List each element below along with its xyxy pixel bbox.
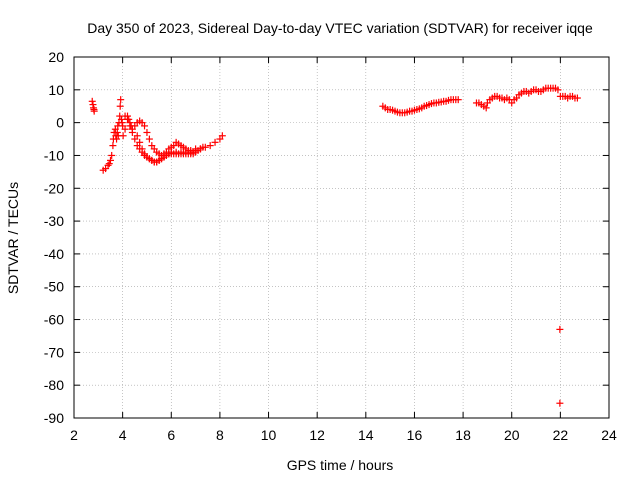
x-tick-label: 16 <box>407 427 423 443</box>
data-point <box>117 115 125 123</box>
x-axis-label: GPS time / hours <box>287 457 394 473</box>
data-point <box>187 147 195 155</box>
data-point <box>201 143 209 151</box>
y-tick-label: -90 <box>44 410 64 426</box>
data-point <box>554 86 562 94</box>
data-point <box>88 97 96 105</box>
x-tick-label: 24 <box>601 427 617 443</box>
data-point <box>182 148 190 156</box>
x-tick-label: 10 <box>261 427 277 443</box>
data-series <box>88 84 581 407</box>
x-tick-label: 20 <box>504 427 520 443</box>
chart-title: Day 350 of 2023, Sidereal Day-to-day VTE… <box>87 20 593 36</box>
grid <box>74 57 609 418</box>
y-tick-label: -80 <box>44 377 64 393</box>
y-tick-label: 0 <box>56 115 64 131</box>
y-tick-label: 10 <box>48 82 64 98</box>
y-tick-label: 20 <box>48 49 64 65</box>
x-tick-label: 14 <box>358 427 374 443</box>
y-tick-label: -20 <box>44 180 64 196</box>
data-point <box>119 132 127 140</box>
y-tick-label: -70 <box>44 344 64 360</box>
data-point <box>218 132 226 140</box>
data-point <box>143 128 151 136</box>
data-point <box>117 96 125 104</box>
data-point <box>90 107 98 115</box>
axis-ticks: 2 4 6 8 10 12 14 16 18 20 22 2420100-10-20-30-40-50… <box>44 49 617 443</box>
data-point <box>211 138 219 146</box>
data-point <box>196 145 204 153</box>
x-tick-label: 18 <box>455 427 471 443</box>
data-point <box>105 160 113 168</box>
data-point <box>121 125 129 133</box>
x-tick-label: 4 <box>119 427 127 443</box>
data-point <box>573 94 581 102</box>
data-point <box>454 96 462 104</box>
y-tick-label: -40 <box>44 246 64 262</box>
y-axis-label: SDTVAR / TECUs <box>5 182 21 294</box>
x-tick-label: 22 <box>553 427 569 443</box>
data-point <box>482 104 490 112</box>
data-point <box>126 122 134 130</box>
x-tick-label: 2 <box>70 427 78 443</box>
data-point <box>113 128 121 136</box>
y-tick-label: -60 <box>44 312 64 328</box>
data-point <box>106 156 114 164</box>
x-tick-label: 12 <box>309 427 325 443</box>
data-point <box>131 135 139 143</box>
data-point <box>109 142 117 150</box>
data-point <box>145 135 153 143</box>
x-tick-label: 8 <box>216 427 224 443</box>
data-point <box>116 102 124 110</box>
x-tick-label: 6 <box>167 427 175 443</box>
data-point <box>124 115 131 123</box>
y-tick-label: -50 <box>44 279 64 295</box>
data-point <box>206 142 214 150</box>
data-point <box>128 128 136 136</box>
plot-frame <box>73 56 610 419</box>
data-point <box>556 325 564 333</box>
data-point <box>104 161 112 169</box>
data-point <box>141 122 149 130</box>
y-tick-label: -30 <box>44 213 64 229</box>
y-tick-label: -10 <box>44 147 64 163</box>
data-point <box>108 151 116 159</box>
data-point <box>556 399 564 407</box>
data-point <box>113 135 121 143</box>
